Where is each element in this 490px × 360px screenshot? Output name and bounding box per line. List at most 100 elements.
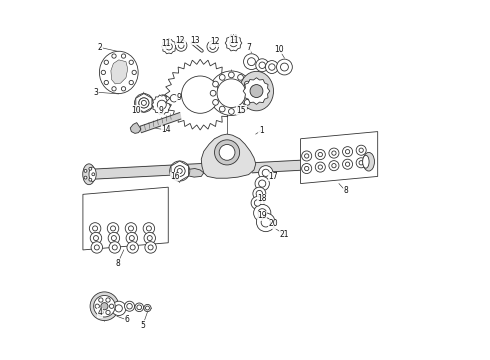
Circle shape [256, 59, 269, 72]
Circle shape [343, 147, 353, 157]
Circle shape [258, 209, 267, 217]
Circle shape [139, 98, 149, 108]
Circle shape [148, 245, 153, 250]
Circle shape [106, 310, 110, 315]
Text: 6: 6 [124, 315, 129, 324]
Text: 15: 15 [237, 105, 246, 114]
Circle shape [266, 60, 278, 73]
Circle shape [359, 148, 364, 152]
Circle shape [170, 95, 178, 102]
Circle shape [84, 176, 87, 179]
Circle shape [318, 152, 322, 157]
Polygon shape [186, 168, 204, 177]
Circle shape [230, 39, 237, 47]
Circle shape [250, 85, 263, 97]
Circle shape [329, 161, 339, 171]
Ellipse shape [363, 152, 374, 171]
Circle shape [112, 54, 116, 58]
Circle shape [89, 178, 92, 181]
Text: 9: 9 [158, 105, 163, 114]
Circle shape [177, 168, 182, 174]
Circle shape [127, 303, 132, 309]
Text: 16: 16 [170, 172, 180, 181]
Circle shape [174, 166, 185, 176]
Circle shape [262, 169, 270, 176]
Text: 9: 9 [176, 93, 181, 102]
Circle shape [90, 232, 102, 244]
Circle shape [217, 79, 245, 108]
Circle shape [104, 80, 108, 85]
Circle shape [304, 166, 309, 171]
Circle shape [112, 87, 116, 91]
Circle shape [247, 90, 252, 96]
Circle shape [125, 223, 137, 234]
Circle shape [145, 242, 156, 253]
Circle shape [245, 81, 250, 87]
Text: 11: 11 [161, 39, 171, 48]
Circle shape [111, 235, 117, 240]
Circle shape [318, 165, 322, 169]
Polygon shape [165, 59, 236, 130]
Circle shape [89, 167, 92, 170]
Circle shape [345, 149, 350, 154]
Circle shape [128, 226, 133, 231]
Circle shape [166, 43, 172, 50]
Circle shape [210, 90, 216, 96]
Circle shape [91, 242, 102, 253]
Circle shape [345, 162, 350, 166]
Circle shape [359, 161, 364, 165]
Polygon shape [300, 132, 378, 184]
Circle shape [93, 226, 98, 231]
Circle shape [256, 190, 263, 197]
Circle shape [89, 223, 101, 234]
Polygon shape [91, 163, 202, 179]
Circle shape [315, 162, 325, 172]
Polygon shape [136, 94, 152, 112]
Circle shape [213, 81, 219, 87]
Circle shape [250, 85, 263, 98]
Text: 7: 7 [246, 43, 251, 52]
Polygon shape [171, 161, 189, 181]
Text: 12: 12 [176, 36, 185, 45]
Text: 18: 18 [257, 194, 267, 203]
Circle shape [122, 87, 126, 91]
Circle shape [94, 296, 115, 317]
Circle shape [207, 41, 219, 52]
Circle shape [332, 151, 336, 155]
Text: 2: 2 [98, 43, 102, 52]
Circle shape [329, 148, 339, 158]
Circle shape [98, 310, 103, 315]
Text: 13: 13 [190, 36, 199, 45]
Polygon shape [152, 95, 172, 114]
Circle shape [144, 232, 155, 244]
Circle shape [112, 245, 117, 250]
Circle shape [129, 80, 133, 85]
Text: 21: 21 [280, 230, 289, 239]
Text: 8: 8 [343, 186, 348, 195]
Circle shape [356, 145, 366, 155]
Circle shape [126, 232, 138, 244]
Circle shape [132, 70, 136, 75]
Polygon shape [140, 113, 181, 133]
Circle shape [238, 75, 244, 80]
Circle shape [280, 63, 289, 71]
Text: 4: 4 [98, 308, 102, 317]
Circle shape [184, 79, 216, 111]
Ellipse shape [83, 164, 95, 185]
Circle shape [111, 226, 116, 231]
Circle shape [215, 140, 240, 165]
Circle shape [254, 200, 261, 206]
Text: 17: 17 [268, 172, 278, 181]
Circle shape [135, 303, 144, 312]
Circle shape [244, 54, 259, 69]
Circle shape [261, 218, 270, 227]
Ellipse shape [240, 71, 273, 111]
Text: 12: 12 [210, 37, 219, 46]
Circle shape [92, 173, 95, 176]
Circle shape [302, 151, 312, 161]
Polygon shape [130, 123, 141, 134]
Circle shape [146, 306, 149, 310]
Ellipse shape [89, 167, 96, 181]
Circle shape [259, 180, 266, 187]
Polygon shape [252, 157, 367, 173]
